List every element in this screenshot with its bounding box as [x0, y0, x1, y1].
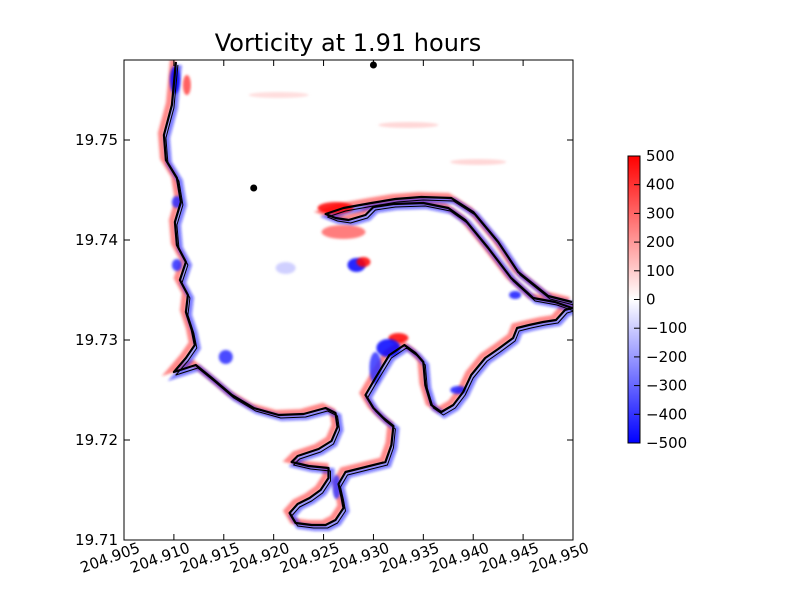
- chart-title: Vorticity at 1.91 hours: [215, 29, 482, 57]
- coastline: [162, 61, 573, 527]
- vortex-red: [182, 75, 191, 95]
- coastline-inner: [165, 64, 573, 529]
- vortex-faint: [378, 122, 439, 128]
- coastline-layer: [162, 61, 573, 529]
- vortex-red: [356, 257, 371, 267]
- plot-background: [124, 60, 573, 540]
- y-axis: 19.71 19.72 19.73 19.74 19.75: [75, 131, 573, 549]
- vortex-red: [321, 225, 366, 239]
- colorbar-tick-label: 300: [646, 204, 675, 222]
- colorbar-tick-label: 200: [646, 233, 675, 251]
- vortex-blue: [369, 352, 382, 384]
- y-tick-label: 19.74: [75, 231, 118, 249]
- plot-frame: [123, 59, 574, 541]
- vortex-blue: [332, 475, 341, 499]
- colorbar-tick-label: −200: [646, 348, 687, 366]
- colorbar-tick-label: −300: [646, 377, 687, 395]
- colorbar: 500 400 300 200 100 0 −100 −200 −300 −400 −500: [627, 147, 687, 452]
- colorbar-tick-label: −100: [646, 319, 687, 337]
- vortex-blue: [171, 259, 182, 271]
- colorbar-tick-label: −500: [646, 434, 687, 452]
- colorbar-tick-label: 100: [646, 262, 675, 280]
- vortex-blue: [509, 291, 522, 299]
- y-tick-label: 19.72: [75, 431, 118, 449]
- y-tick-label: 19.71: [75, 531, 118, 549]
- colorbar-tick-label: 500: [646, 147, 675, 165]
- colorbar-ticks: 500 400 300 200 100 0 −100 −200 −300 −400 −500: [634, 147, 687, 452]
- vortex-blue: [218, 350, 233, 364]
- vortex-faint: [275, 262, 296, 274]
- y-tick-label: 19.75: [75, 131, 118, 149]
- vortex-faint: [450, 159, 507, 165]
- colorbar-tick-label: 0: [646, 291, 656, 309]
- colorbar-tick-label: 400: [646, 176, 675, 194]
- y-tick-label: 19.73: [75, 331, 118, 349]
- colorbar-tick-label: −400: [646, 405, 687, 423]
- vortex-faint: [248, 92, 309, 98]
- location-marker: [250, 184, 258, 192]
